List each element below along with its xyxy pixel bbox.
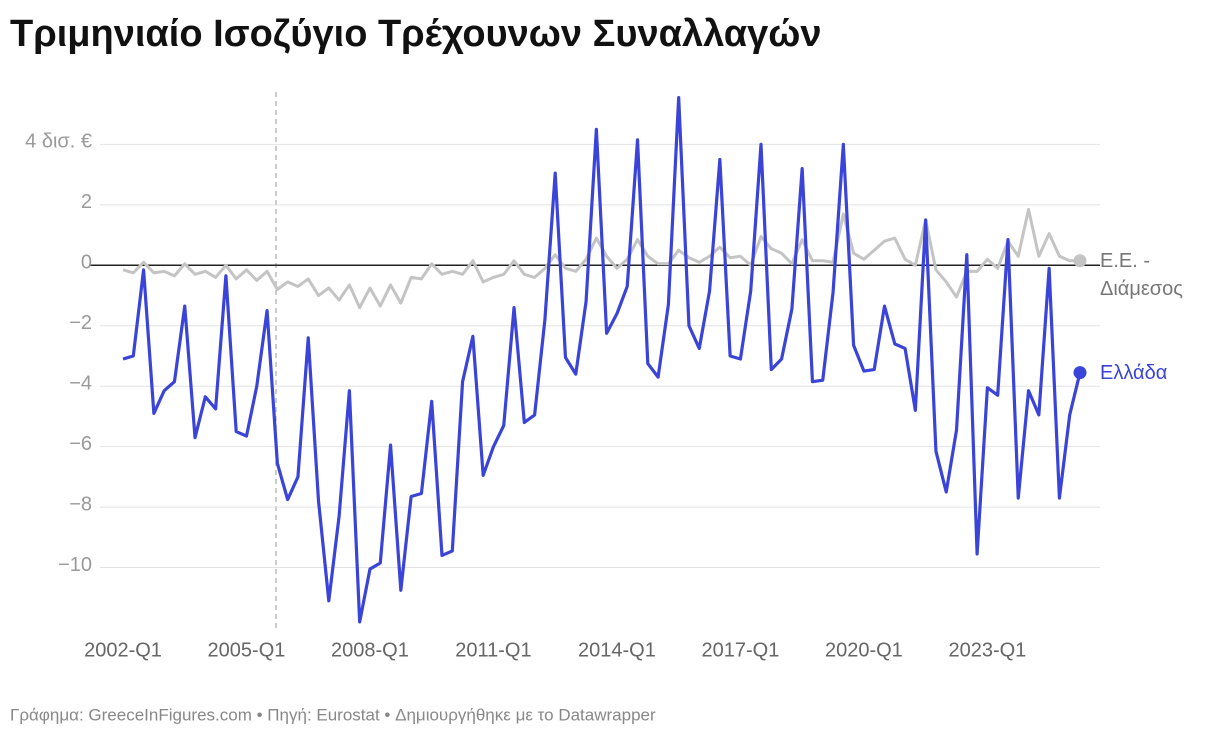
x-tick-label: 2002-Q1 [84, 639, 162, 661]
end-dot [1073, 254, 1087, 268]
y-tick-label: −10 [58, 554, 92, 576]
source: Γράφημα: GreeceInFigures.com • Πηγή: Eur… [10, 705, 656, 724]
x-tick-label: 2020-Q1 [825, 639, 903, 661]
x-tick-label: 2017-Q1 [701, 639, 779, 661]
x-tick-label: 2014-Q1 [578, 639, 656, 661]
y-tick-label: −8 [69, 493, 92, 515]
y-tick-label: −4 [69, 372, 92, 394]
series-line [122, 95, 1082, 624]
x-tick-label: 2011-Q1 [455, 639, 531, 661]
chart-title: Τριμηνιαίο Ισοζύγιο Τρέχουνων Συναλλαγών [10, 13, 822, 55]
y-tick-label: 4 δισ. € [25, 131, 92, 153]
x-tick-label: 2005-Q1 [208, 639, 286, 661]
series-label: Ελλάδα [1100, 361, 1168, 384]
y-tick-label: −6 [69, 433, 92, 455]
y-tick-label: −2 [69, 312, 92, 334]
end-dot [1073, 366, 1087, 380]
x-tick-label: 2008-Q1 [331, 639, 409, 661]
y-tick-label: 2 [81, 191, 92, 213]
y-tick-label: 0 [81, 252, 92, 274]
series-label: Ε.Ε. - Διάμεσος [1100, 249, 1183, 300]
x-tick-label: 2023-Q1 [948, 639, 1026, 661]
